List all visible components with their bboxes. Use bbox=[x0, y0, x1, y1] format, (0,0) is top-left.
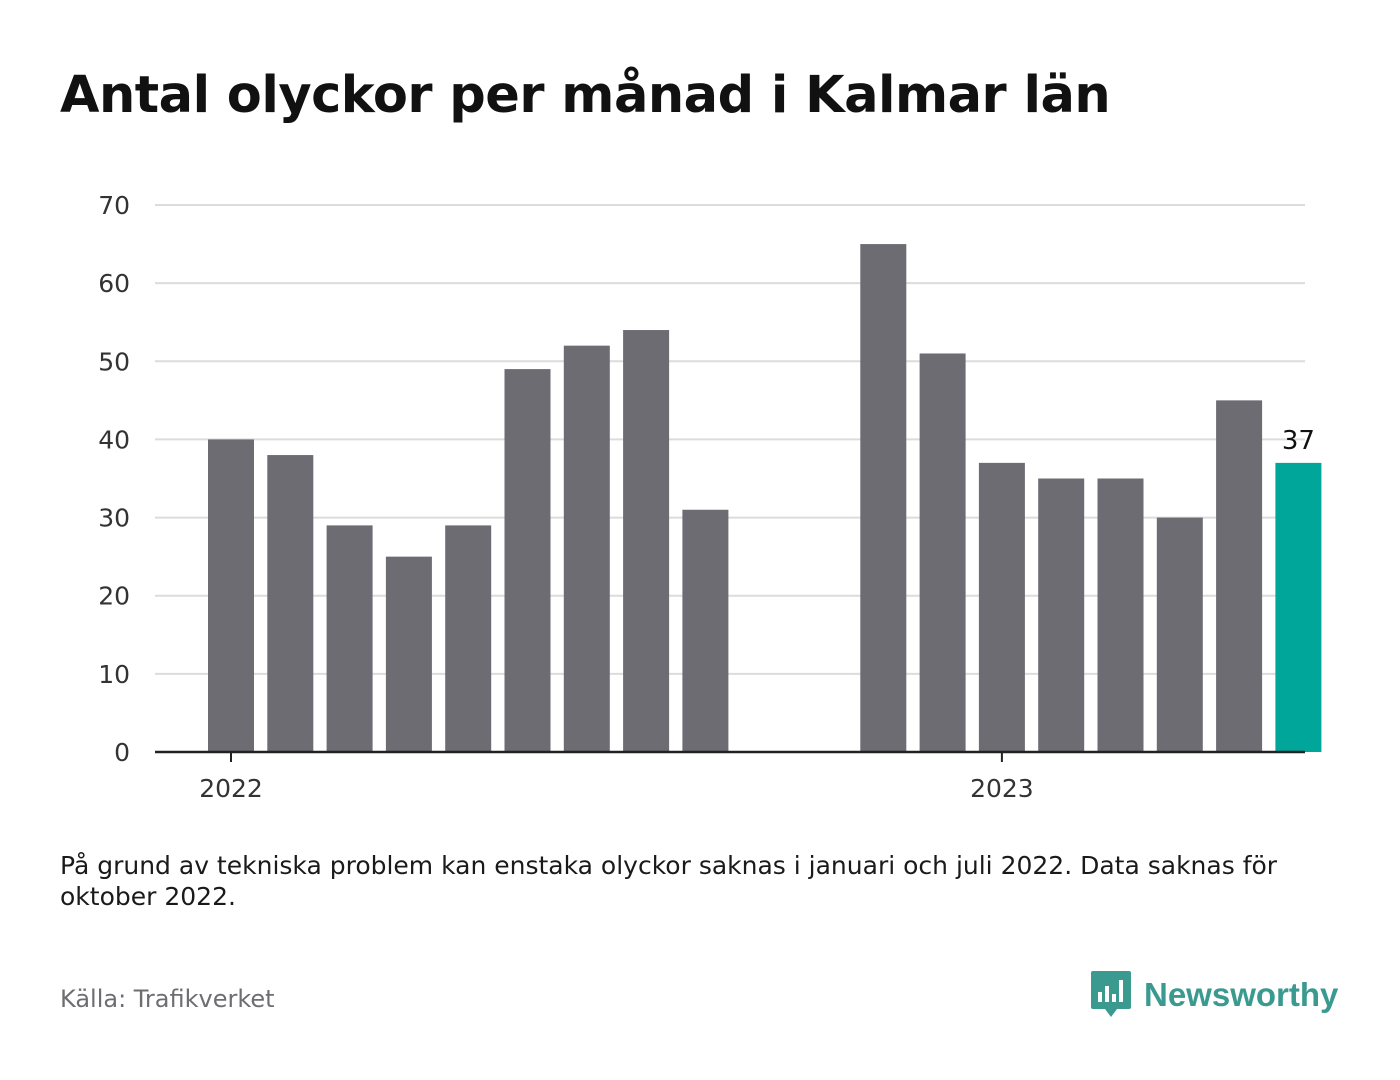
data-label-highlight: 37 bbox=[1282, 426, 1315, 456]
bar bbox=[1216, 400, 1263, 752]
y-tick-label: 40 bbox=[98, 425, 130, 454]
y-tick-label: 10 bbox=[98, 660, 130, 689]
chart-title: Antal olyckor per månad i Kalmar län bbox=[60, 66, 1111, 125]
y-tick-label: 0 bbox=[114, 738, 130, 767]
bar bbox=[563, 345, 610, 752]
bar bbox=[385, 556, 432, 752]
x-axis-tick-labels: 2022 2023 bbox=[199, 752, 1034, 803]
bar bbox=[1097, 478, 1144, 752]
y-tick-label: 50 bbox=[98, 347, 130, 376]
x-tick-label: 2022 bbox=[199, 774, 263, 803]
y-axis-tick-labels: 0 10 20 30 40 50 60 70 bbox=[98, 191, 130, 767]
brand-name: Newsworthy bbox=[1144, 976, 1339, 1013]
y-tick-label: 60 bbox=[98, 269, 130, 298]
bars bbox=[208, 244, 1322, 753]
y-tick-label: 20 bbox=[98, 582, 130, 611]
bar bbox=[1156, 517, 1203, 752]
brand-logo[interactable]: Newsworthy bbox=[1090, 970, 1338, 1020]
source-credit: Källa: Trafikverket bbox=[60, 985, 275, 1013]
bar bbox=[267, 455, 314, 752]
bar bbox=[623, 330, 670, 752]
bar bbox=[326, 525, 373, 752]
x-tick-label: 2023 bbox=[970, 774, 1034, 803]
y-tick-label: 70 bbox=[98, 191, 130, 220]
bar bbox=[919, 353, 966, 752]
newsworthy-logo-icon bbox=[1091, 971, 1131, 1017]
data-labels: 37 bbox=[1282, 426, 1315, 456]
bar bbox=[860, 244, 907, 753]
bar bbox=[682, 509, 729, 752]
y-tick-label: 30 bbox=[98, 504, 130, 533]
bar bbox=[445, 525, 492, 752]
bar bbox=[208, 439, 254, 752]
bar bbox=[504, 369, 551, 752]
bar-chart: 0 10 20 30 40 50 60 70 2022 2023 37 bbox=[98, 191, 1322, 803]
bar bbox=[978, 462, 1025, 752]
bar-highlight bbox=[1275, 462, 1322, 752]
footnote: På grund av tekniska problem kan enstaka… bbox=[60, 851, 1278, 911]
bar bbox=[1038, 478, 1085, 752]
